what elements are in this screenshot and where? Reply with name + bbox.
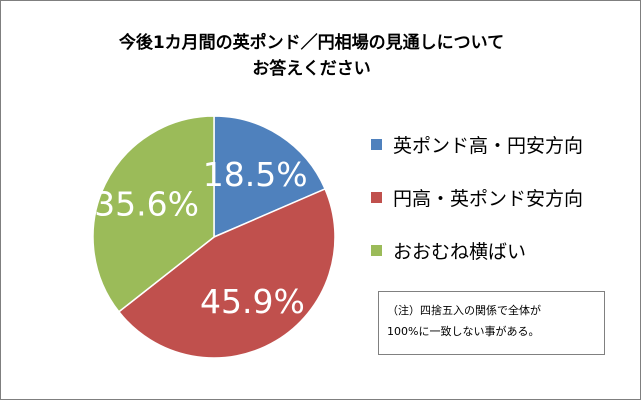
legend-swatch-flat <box>371 244 382 256</box>
legend-label-flat: おおむね横ばい <box>393 240 527 263</box>
rounding-note-line-1: （注）四捨五入の関係で全体が <box>387 304 541 317</box>
legend-item-gbp-up: 英ポンド高・円安方向 <box>371 131 583 157</box>
pie-slice-gbp-up <box>213 115 327 239</box>
data-label-flat: 35.6% <box>94 185 199 224</box>
legend-item-flat: おおむね横ばい <box>371 237 583 263</box>
pie-slice-yen-up <box>117 187 336 359</box>
chart-legend: 英ポンド高・円安方向 円高・英ポンド安方向 おおむね横ばい <box>371 131 583 290</box>
legend-label-yen-up: 円高・英ポンド安方向 <box>393 187 584 210</box>
chart-title: 今後1カ月間の英ポンド／円相場の見通しについて お答えください <box>1 30 641 82</box>
legend-swatch-yen-up <box>371 191 382 203</box>
data-label-yen-up: 45.9% <box>200 282 305 321</box>
chart-title-line-1: 今後1カ月間の英ポンド／円相場の見通しについて <box>118 33 505 53</box>
pie-slice-flat <box>92 115 215 313</box>
rounding-note-line-2: 100%に一致しない事がある。 <box>387 325 540 338</box>
legend-item-yen-up: 円高・英ポンド安方向 <box>371 184 583 210</box>
data-label-gbp-up: 18.5% <box>203 155 308 194</box>
chart-title-line-2: お答えください <box>252 59 371 79</box>
legend-swatch-gbp-up <box>371 138 382 150</box>
rounding-note: （注）四捨五入の関係で全体が 100%に一致しない事がある。 <box>378 291 605 355</box>
legend-label-gbp-up: 英ポンド高・円安方向 <box>393 134 584 157</box>
